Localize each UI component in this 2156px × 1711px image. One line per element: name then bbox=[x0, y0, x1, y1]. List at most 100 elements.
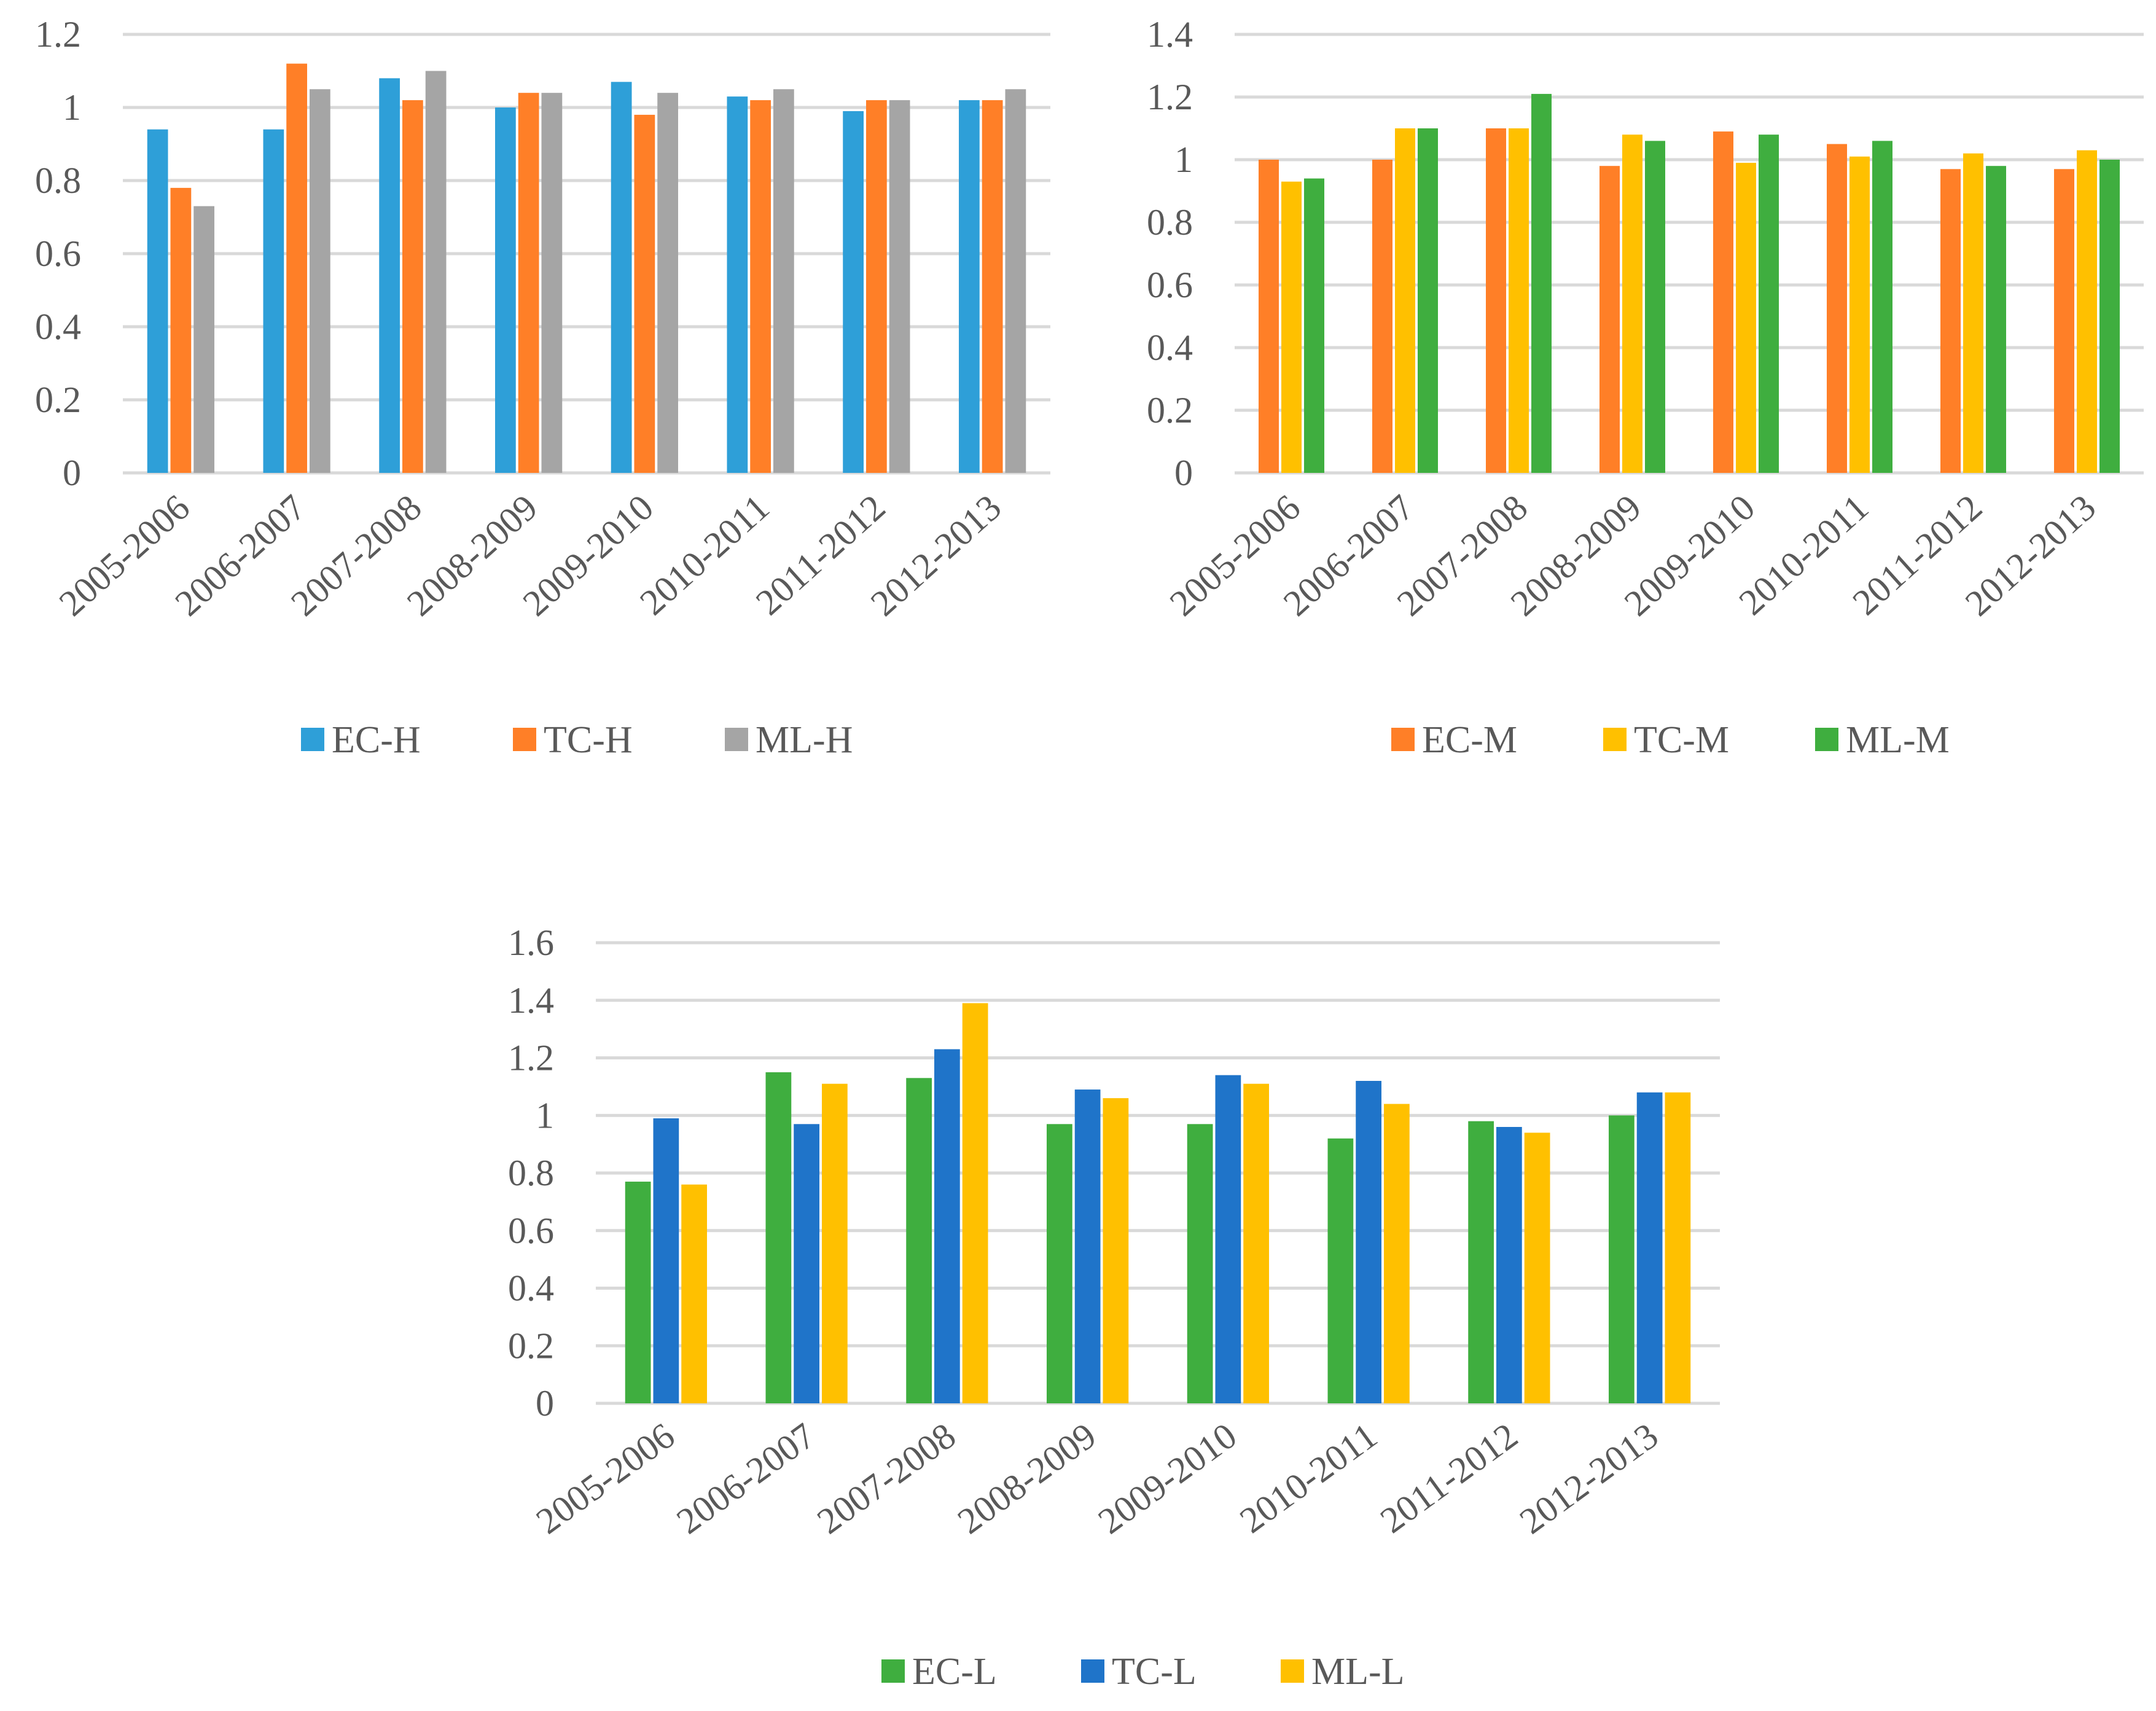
bar-tc-m-2006-2007 bbox=[1395, 128, 1415, 473]
chart-3: 0 0.2 0.4 0.6 0.8 1 1.2 1.4 1.6 2005-20062006-200… bbox=[508, 922, 1720, 1693]
bar-ec-m-2005-2006 bbox=[1259, 160, 1279, 473]
bar-ml-l-2006-2007 bbox=[822, 1083, 848, 1403]
bar-ml-h-2010-2011 bbox=[773, 89, 794, 473]
y-tick-label: 0.4 bbox=[1147, 327, 1193, 368]
chart-1: 00.20.40.60.811.22005-20062006-20072007-… bbox=[35, 14, 1050, 761]
y-tick-label: 0.6 bbox=[508, 1210, 554, 1251]
legend-swatch bbox=[301, 728, 324, 751]
legend-swatch bbox=[1081, 1659, 1104, 1683]
legend-swatch bbox=[1391, 728, 1415, 751]
bar-ec-h-2007-2008 bbox=[379, 78, 400, 473]
bar-tc-h-2005-2006 bbox=[170, 187, 192, 473]
legend-swatch bbox=[725, 728, 748, 751]
bar-tc-l-2005-2006 bbox=[653, 1118, 679, 1403]
bar-ml-h-2011-2012 bbox=[889, 100, 910, 474]
bar-ml-l-2012-2013 bbox=[1665, 1092, 1691, 1403]
bar-ec-l-2009-2010 bbox=[1187, 1124, 1213, 1403]
bar-tc-m-2009-2010 bbox=[1736, 163, 1756, 473]
y-tick-label: 1.2 bbox=[508, 1038, 554, 1078]
legend-label: EC-H bbox=[332, 719, 421, 761]
y-tick-label: 0 bbox=[536, 1383, 554, 1424]
bar-tc-l-2012-2013 bbox=[1636, 1092, 1663, 1403]
x-tick-label: 2012-2013 bbox=[1512, 1415, 1665, 1541]
bar-tc-m-2010-2011 bbox=[1849, 156, 1870, 473]
bar-ml-m-2008-2009 bbox=[1645, 141, 1665, 473]
legend-label: EC-L bbox=[912, 1651, 997, 1693]
bar-ml-m-2007-2008 bbox=[1531, 93, 1552, 473]
y-tick-label: 0.8 bbox=[35, 160, 81, 201]
bar-tc-h-2011-2012 bbox=[866, 100, 887, 474]
bar-ml-m-2012-2013 bbox=[2099, 160, 2120, 473]
bar-ml-m-2005-2006 bbox=[1304, 178, 1324, 473]
bar-ml-l-2005-2006 bbox=[681, 1184, 707, 1403]
legend: EC-M TC-M ML-M bbox=[1391, 719, 1950, 761]
bar-tc-h-2006-2007 bbox=[286, 63, 307, 474]
bar-ec-m-2006-2007 bbox=[1372, 160, 1392, 473]
bar-tc-l-2010-2011 bbox=[1356, 1081, 1381, 1403]
x-tick-label: 2009-2010 bbox=[515, 487, 661, 624]
bar-ec-m-2007-2008 bbox=[1486, 128, 1506, 473]
bar-ec-m-2011-2012 bbox=[1940, 169, 1961, 473]
y-tick-label: 0.2 bbox=[35, 380, 81, 420]
legend-swatch bbox=[513, 728, 536, 751]
legend-label: ML-M bbox=[1846, 719, 1950, 761]
x-tick-label: 2012-2013 bbox=[863, 487, 1009, 624]
legend: EC-L TC-L ML-L bbox=[881, 1651, 1405, 1693]
y-tick-label: 1.2 bbox=[35, 14, 81, 55]
bar-tc-h-2007-2008 bbox=[402, 100, 423, 474]
bar-ec-l-2006-2007 bbox=[765, 1072, 792, 1403]
bar-ml-h-2006-2007 bbox=[310, 89, 330, 473]
bar-ec-l-2008-2009 bbox=[1047, 1124, 1072, 1403]
bar-ec-l-2010-2011 bbox=[1327, 1138, 1354, 1403]
y-tick-label: 1.4 bbox=[1147, 14, 1193, 55]
legend: EC-H TC-H ML-H bbox=[301, 719, 853, 761]
y-tick-label: 0 bbox=[63, 453, 81, 493]
x-tick-label: 2011-2012 bbox=[1373, 1415, 1525, 1541]
legend-swatch bbox=[1281, 1659, 1304, 1683]
legend-label: TC-L bbox=[1112, 1651, 1197, 1693]
y-tick-label: 0.8 bbox=[1147, 202, 1193, 243]
bar-ec-l-2007-2008 bbox=[906, 1078, 932, 1403]
y-tick-label: 1 bbox=[63, 87, 81, 128]
bar-tc-m-2008-2009 bbox=[1622, 134, 1642, 473]
legend-label: ML-H bbox=[756, 719, 853, 761]
y-tick-label: 1.6 bbox=[508, 922, 554, 963]
y-tick-label: 1.4 bbox=[508, 980, 554, 1021]
bar-ml-m-2011-2012 bbox=[1986, 166, 2006, 473]
bar-ml-h-2005-2006 bbox=[193, 206, 214, 473]
bar-ec-h-2011-2012 bbox=[843, 111, 864, 473]
bar-tc-m-2012-2013 bbox=[2077, 150, 2097, 473]
bar-tc-l-2009-2010 bbox=[1215, 1075, 1241, 1403]
bar-ec-h-2005-2006 bbox=[147, 129, 168, 473]
bar-ec-l-2005-2006 bbox=[625, 1182, 651, 1403]
bar-ec-m-2012-2013 bbox=[2054, 169, 2074, 473]
x-tick-label: 2006-2007 bbox=[670, 1415, 822, 1541]
bar-ml-l-2010-2011 bbox=[1384, 1104, 1410, 1403]
x-tick-label: 2005-2006 bbox=[529, 1415, 682, 1541]
bar-ml-h-2009-2010 bbox=[657, 93, 678, 473]
legend-swatch bbox=[881, 1659, 905, 1683]
y-tick-label: 0.4 bbox=[35, 306, 81, 347]
legend-swatch bbox=[1603, 728, 1627, 751]
y-tick-label: 0 bbox=[1174, 453, 1193, 493]
bar-tc-h-2010-2011 bbox=[750, 100, 771, 474]
bar-ml-m-2010-2011 bbox=[1872, 141, 1892, 473]
bar-ml-h-2008-2009 bbox=[541, 93, 563, 473]
bar-ml-l-2008-2009 bbox=[1103, 1098, 1129, 1403]
y-tick-label: 0.6 bbox=[1147, 265, 1193, 305]
x-tick-label: 2010-2011 bbox=[1232, 1415, 1384, 1541]
bar-ec-l-2012-2013 bbox=[1609, 1115, 1635, 1403]
bar-ec-l-2011-2012 bbox=[1468, 1121, 1494, 1403]
x-tick-label: 2007-2008 bbox=[810, 1415, 963, 1541]
y-tick-label: 1.2 bbox=[1147, 77, 1193, 117]
bar-ml-m-2009-2010 bbox=[1759, 134, 1779, 473]
bar-ml-l-2007-2008 bbox=[962, 1003, 988, 1403]
legend-label: ML-L bbox=[1311, 1651, 1405, 1693]
bar-ml-l-2009-2010 bbox=[1243, 1083, 1269, 1403]
bar-ml-h-2007-2008 bbox=[425, 71, 447, 473]
bar-tc-h-2009-2010 bbox=[634, 114, 655, 473]
bar-tc-l-2007-2008 bbox=[934, 1049, 960, 1403]
bar-tc-m-2011-2012 bbox=[1963, 153, 1983, 474]
legend-label: EC-M bbox=[1422, 719, 1517, 761]
